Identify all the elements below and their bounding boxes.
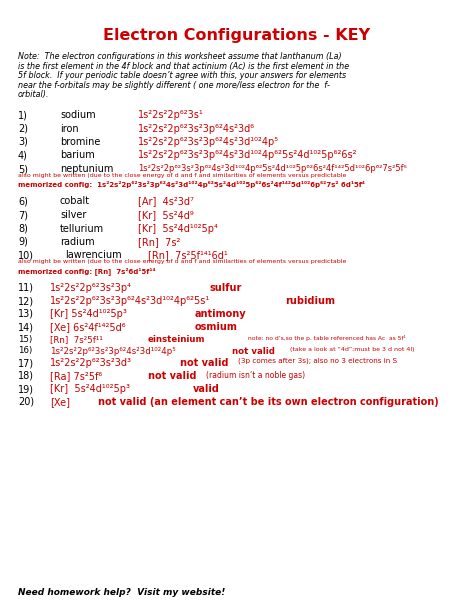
Text: 10): 10) — [18, 251, 34, 261]
Text: near the f-orbitals may be slightly different ( one more/less electron for the  : near the f-orbitals may be slightly diff… — [18, 80, 330, 89]
Text: bromine: bromine — [60, 137, 100, 147]
Text: 13): 13) — [18, 309, 34, 319]
Text: sodium: sodium — [60, 110, 96, 120]
Text: 1s²2s²2p⁶²3s²3p⁶²4s²3d¹⁰²4p⁵: 1s²2s²2p⁶²3s²3p⁶²4s²3d¹⁰²4p⁵ — [138, 137, 279, 147]
Text: 1): 1) — [18, 110, 28, 120]
Text: 19): 19) — [18, 384, 34, 394]
Text: 12): 12) — [18, 296, 34, 306]
Text: 20): 20) — [18, 397, 34, 407]
Text: tellurium: tellurium — [60, 224, 104, 234]
Text: not valid: not valid — [148, 371, 197, 381]
Text: cobalt: cobalt — [60, 197, 90, 207]
Text: osmium: osmium — [195, 322, 238, 332]
Text: neptunium: neptunium — [60, 164, 113, 174]
Text: memorized config:  1s²2s²2p⁶²3s²3p⁶²4s²3d¹⁰²4p⁶²5s²4d¹⁰²5p⁶²6s²4f¹⁴²5d¹⁰²6p⁶²7s²: memorized config: 1s²2s²2p⁶²3s²3p⁶²4s²3d… — [18, 181, 365, 188]
Text: orbital).: orbital). — [18, 90, 49, 99]
Text: einsteinium: einsteinium — [148, 335, 206, 344]
Text: not valid: not valid — [180, 358, 228, 368]
Text: 1s²2s²2p⁶²3s²3d³: 1s²2s²2p⁶²3s²3d³ — [50, 358, 132, 368]
Text: barium: barium — [60, 151, 95, 161]
Text: 16): 16) — [18, 346, 32, 356]
Text: [Kr]  5s²4d¹⁰²5p³: [Kr] 5s²4d¹⁰²5p³ — [50, 384, 130, 394]
Text: is the first element in the 4f block and that actinium (Ac) is the first element: is the first element in the 4f block and… — [18, 61, 349, 70]
Text: [Kr]  5s²4d⁹: [Kr] 5s²4d⁹ — [138, 210, 194, 220]
Text: 1s²2s²2p⁶²3s²3p⁴: 1s²2s²2p⁶²3s²3p⁴ — [50, 283, 132, 293]
Text: 1s²2s²2p⁶²3s²3p⁶²4s²3d¹⁰²4p⁶²5s¹: 1s²2s²2p⁶²3s²3p⁶²4s²3d¹⁰²4p⁶²5s¹ — [50, 296, 210, 306]
Text: 1s²2s²2p⁶²3s²3p⁶²4s²3d¹⁰²4p⁶²5s²4d¹⁰²5p⁶²6s²: 1s²2s²2p⁶²3s²3p⁶²4s²3d¹⁰²4p⁶²5s²4d¹⁰²5p⁶… — [138, 151, 357, 161]
Text: iron: iron — [60, 123, 79, 134]
Text: (3p comes after 3s); also no 3 electrons in S: (3p comes after 3s); also no 3 electrons… — [238, 358, 397, 365]
Text: 5): 5) — [18, 164, 28, 174]
Text: Note:  The electron configurations in this worksheet assume that lanthanum (La): Note: The electron configurations in thi… — [18, 52, 342, 61]
Text: 14): 14) — [18, 322, 34, 332]
Text: [Rn]  7s²5f¹¹: [Rn] 7s²5f¹¹ — [50, 335, 103, 344]
Text: 1s²2s²2p⁶²3s²3p⁶²4s²3d¹⁰²4p⁵: 1s²2s²2p⁶²3s²3p⁶²4s²3d¹⁰²4p⁵ — [50, 346, 176, 356]
Text: 6): 6) — [18, 197, 28, 207]
Text: 5f block.  If your periodic table doesn’t agree with this, your answers for elem: 5f block. If your periodic table doesn’t… — [18, 71, 346, 80]
Text: [Kr]  5s²4d¹⁰²5p⁴: [Kr] 5s²4d¹⁰²5p⁴ — [138, 224, 218, 234]
Text: 11): 11) — [18, 283, 34, 293]
Text: [Xe] 6s²4f¹⁴²5d⁶: [Xe] 6s²4f¹⁴²5d⁶ — [50, 322, 126, 332]
Text: (radium isn’t a noble gas): (radium isn’t a noble gas) — [206, 371, 305, 380]
Text: [Xe]: [Xe] — [50, 397, 70, 407]
Text: silver: silver — [60, 210, 86, 220]
Text: valid: valid — [193, 384, 220, 394]
Text: 4): 4) — [18, 151, 28, 161]
Text: 9): 9) — [18, 237, 28, 247]
Text: (take a look at “4d”;must be 3 d not 4l): (take a look at “4d”;must be 3 d not 4l) — [290, 346, 414, 351]
Text: 1s²2s²2p⁶²3s¹: 1s²2s²2p⁶²3s¹ — [138, 110, 204, 120]
Text: [Ar]  4s²3d⁷: [Ar] 4s²3d⁷ — [138, 197, 194, 207]
Text: also might be written (due to the close energy of d and f and similarities of el: also might be written (due to the close … — [18, 259, 346, 264]
Text: 18): 18) — [18, 371, 34, 381]
Text: memorized config: [Rn]  7s²6d¹5f¹⁴: memorized config: [Rn] 7s²6d¹5f¹⁴ — [18, 267, 155, 275]
Text: 1s²2s²2p⁶²3s²3p⁶²4s²3d⁶: 1s²2s²2p⁶²3s²3p⁶²4s²3d⁶ — [138, 123, 255, 134]
Text: not valid: not valid — [232, 346, 275, 356]
Text: lawrencium: lawrencium — [65, 251, 122, 261]
Text: rubidium: rubidium — [285, 296, 335, 306]
Text: 1s²2s²2p⁶²3s²3p⁶²4s²3d¹⁰²4p⁶²5s²4d¹⁰²5p⁶²6s²4f¹⁴²5d¹⁰²6p⁶²7s²5f⁵: 1s²2s²2p⁶²3s²3p⁶²4s²3d¹⁰²4p⁶²5s²4d¹⁰²5p⁶… — [138, 164, 407, 173]
Text: 7): 7) — [18, 210, 28, 220]
Text: radium: radium — [60, 237, 95, 247]
Text: 2): 2) — [18, 123, 28, 134]
Text: Need homework help?  Visit my website!: Need homework help? Visit my website! — [18, 588, 225, 597]
Text: [Kr] 5s²4d¹⁰²5p³: [Kr] 5s²4d¹⁰²5p³ — [50, 309, 127, 319]
Text: 17): 17) — [18, 358, 34, 368]
Text: 15): 15) — [18, 335, 32, 344]
Text: [Rn]  7s²: [Rn] 7s² — [138, 237, 181, 247]
Text: 8): 8) — [18, 224, 28, 234]
Text: antimony: antimony — [195, 309, 246, 319]
Text: [Rn]  7s²5f¹⁴¹6d¹: [Rn] 7s²5f¹⁴¹6d¹ — [148, 251, 228, 261]
Text: Electron Configurations - KEY: Electron Configurations - KEY — [103, 28, 371, 43]
Text: 3): 3) — [18, 137, 28, 147]
Text: sulfur: sulfur — [210, 283, 242, 293]
Text: not valid (an element can’t be its own electron configuration): not valid (an element can’t be its own e… — [98, 397, 439, 407]
Text: also might be written (due to the close energy of d and f and similarities of el: also might be written (due to the close … — [18, 173, 346, 178]
Text: [Ra] 7s²5f⁶: [Ra] 7s²5f⁶ — [50, 371, 102, 381]
Text: note: no d’s,so the p. table referenced has Ac  as 5f¹: note: no d’s,so the p. table referenced … — [248, 335, 406, 341]
